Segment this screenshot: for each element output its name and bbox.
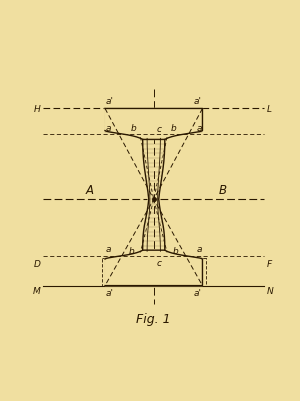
Text: a': a' [106, 288, 113, 297]
Text: a': a' [106, 97, 113, 106]
Polygon shape [105, 251, 202, 286]
Text: b: b [131, 124, 137, 132]
Text: a: a [196, 245, 202, 254]
Text: Fig. 1: Fig. 1 [136, 312, 171, 325]
Text: c: c [157, 258, 162, 267]
Polygon shape [105, 109, 202, 140]
Text: L: L [267, 105, 272, 113]
Text: b: b [129, 246, 134, 255]
Text: a: a [106, 124, 111, 132]
Text: b: b [173, 246, 179, 255]
Text: D: D [34, 259, 41, 268]
Text: F: F [267, 259, 272, 268]
Text: a: a [196, 124, 202, 132]
Text: M: M [33, 286, 41, 295]
Text: N: N [267, 286, 273, 295]
Text: b: b [171, 124, 177, 132]
Text: a': a' [194, 288, 202, 297]
Text: B: B [218, 184, 226, 196]
Text: a: a [106, 245, 111, 254]
Text: c: c [157, 124, 162, 134]
Text: A: A [85, 184, 94, 196]
Text: a': a' [194, 97, 202, 106]
Text: H: H [34, 105, 41, 113]
